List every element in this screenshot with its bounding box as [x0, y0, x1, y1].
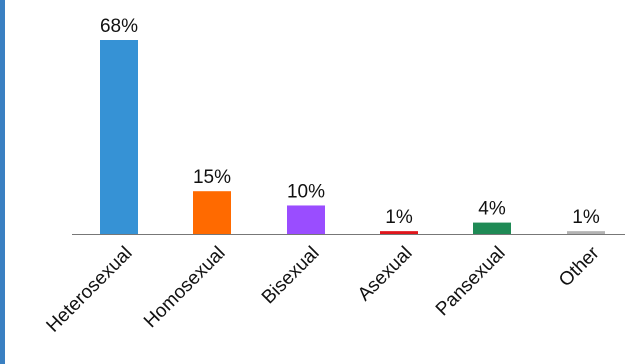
bar-pansexual	[473, 222, 511, 234]
bar-homosexual	[193, 191, 231, 234]
x-tick-label-other: Other	[555, 242, 604, 291]
bar-heterosexual	[100, 40, 138, 234]
left-accent-bar	[0, 0, 5, 364]
data-label-heterosexual: 68%	[100, 16, 138, 37]
data-label-homosexual: 15%	[193, 167, 231, 188]
bar-bisexual	[287, 205, 325, 234]
x-tick-label-pansexual: Pansexual	[432, 243, 510, 321]
x-tick-label-bisexual: Bisexual	[258, 243, 324, 309]
bar-asexual	[380, 231, 418, 234]
data-label-pansexual: 4%	[478, 199, 506, 220]
x-tick-label-homosexual: Homosexual	[140, 243, 230, 333]
x-tick-label-asexual: Asexual	[354, 243, 417, 306]
data-label-other: 1%	[572, 207, 600, 228]
x-tick-label-heterosexual: Heterosexual	[43, 243, 137, 337]
data-label-asexual: 1%	[385, 207, 413, 228]
bar-other	[567, 231, 605, 234]
data-label-bisexual: 10%	[287, 181, 325, 202]
